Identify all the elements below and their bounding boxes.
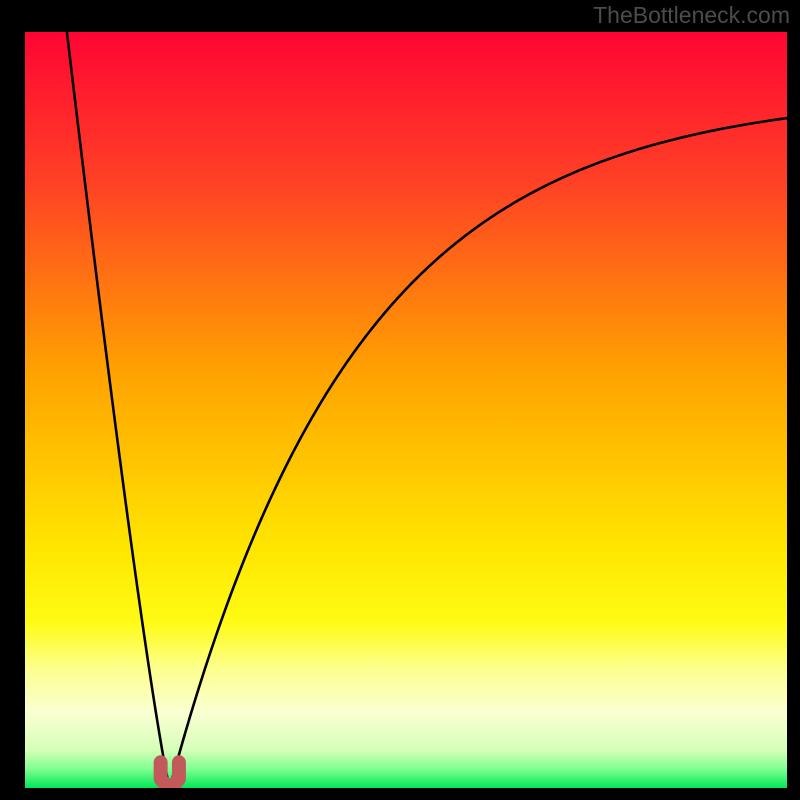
chart-stage: TheBottleneck.com bbox=[0, 0, 800, 800]
bottleneck-plot bbox=[0, 0, 800, 800]
gradient-background bbox=[25, 32, 787, 788]
watermark-label: TheBottleneck.com bbox=[593, 2, 790, 29]
